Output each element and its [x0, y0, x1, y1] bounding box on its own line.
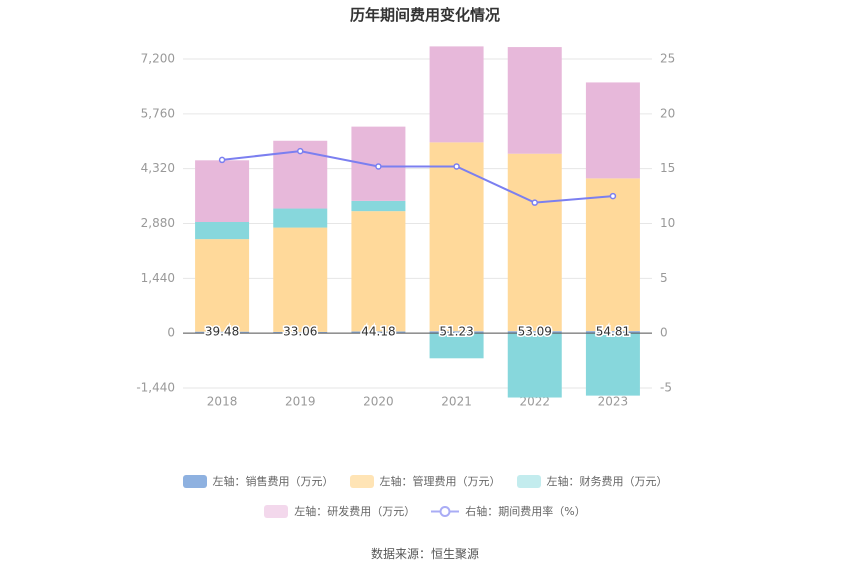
expense-chart: -1,440 0 1,440 2,880 4,320 5,760 7,200 -5 0 5 10 15…	[136, 46, 675, 409]
bar-sales	[429, 331, 484, 334]
bar-admin	[585, 178, 640, 332]
left-axis-tick: 4,320	[141, 161, 175, 175]
data-label: 53.09	[518, 325, 552, 339]
x-axis-tick: 2022	[519, 395, 550, 409]
rate-point	[297, 147, 304, 155]
left-axis-tick: 7,200	[141, 52, 175, 66]
bar-admin	[351, 211, 406, 332]
left-axis-tick: 0	[167, 326, 175, 340]
bar-finance	[585, 333, 640, 396]
legend-label-rate: 右轴：期间费用率（%）	[465, 505, 586, 518]
legend-swatch-admin	[349, 474, 374, 488]
x-axis-tick: 2018	[207, 395, 238, 409]
data-label: 44.18	[361, 325, 395, 339]
bar-finance	[195, 221, 250, 240]
legend: 左轴：销售费用（万元） 左轴：管理费用（万元） 左轴：财务费用（万元） 左轴：研…	[0, 470, 850, 530]
x-axis-tick: 2020	[363, 395, 394, 409]
legend-item-rate[interactable]: 右轴：期间费用率（%）	[431, 503, 586, 519]
left-axis-tick: 1,440	[141, 271, 175, 285]
bar-sales	[195, 331, 250, 334]
bar-finance	[351, 200, 406, 212]
bar-finance	[273, 208, 328, 228]
right-axis-tick: 15	[660, 161, 675, 175]
bar-sales	[507, 331, 562, 334]
bar-sales	[351, 331, 406, 334]
x-axis-tick: 2023	[598, 395, 629, 409]
right-axis-tick: 5	[660, 271, 668, 285]
left-axis-tick: 5,760	[141, 106, 175, 120]
right-axis-tick: 0	[660, 326, 668, 340]
bar-finance	[429, 333, 484, 359]
right-axis-tick: 20	[660, 106, 675, 120]
rate-point	[531, 199, 538, 206]
legend-item-admin[interactable]: 左轴：管理费用（万元）	[349, 473, 501, 489]
legend-label-rd: 左轴：研发费用（万元）	[294, 505, 416, 518]
bar-admin	[507, 153, 562, 332]
bar-admin	[429, 142, 484, 332]
x-axis-tick: 2019	[285, 395, 316, 409]
data-source: 数据来源：恒生聚源	[370, 547, 479, 561]
legend-item-rd[interactable]: 左轴：研发费用（万元）	[264, 503, 415, 519]
right-axis-tick: 10	[660, 216, 675, 230]
bar-finance	[507, 333, 562, 398]
legend-item-finance[interactable]: 左轴：财务费用（万元）	[516, 473, 668, 489]
legend-label-sales: 左轴：销售费用（万元）	[212, 475, 334, 488]
bar-sales	[273, 331, 328, 334]
legend-swatch-finance	[516, 474, 541, 488]
data-label: 51.23	[439, 325, 473, 339]
rate-point	[375, 163, 382, 170]
data-label: 39.48	[205, 325, 239, 339]
data-label: 33.06	[283, 325, 317, 339]
legend-row-2: 左轴：研发费用（万元） 右轴：期间费用率（%）	[0, 500, 850, 522]
legend-row-1: 左轴：销售费用（万元） 左轴：管理费用（万元） 左轴：财务费用（万元）	[0, 470, 850, 492]
legend-label-admin: 左轴：管理费用（万元）	[379, 475, 501, 488]
bar-rd	[429, 46, 484, 143]
left-axis-tick: -1,440	[136, 381, 175, 395]
bar-rd	[507, 47, 562, 154]
left-axis-tick: 2,880	[141, 216, 175, 230]
legend-item-sales[interactable]: 左轴：销售费用（万元）	[182, 473, 334, 489]
x-axis-tick: 2021	[441, 395, 472, 409]
legend-label-finance: 左轴：财务费用（万元）	[546, 475, 668, 488]
rate-line	[221, 150, 614, 204]
bar-rd	[585, 82, 640, 179]
bar-admin	[195, 239, 250, 332]
rate-point	[609, 192, 617, 200]
data-label: 54.81	[596, 325, 630, 339]
chart-title: 历年期间费用变化情况	[349, 6, 500, 24]
legend-line-icon	[431, 505, 460, 517]
rate-point	[218, 156, 226, 164]
legend-swatch-rd	[264, 504, 289, 518]
right-axis-tick: -5	[660, 381, 672, 395]
bar-sales	[585, 331, 640, 334]
right-axis-tick: 25	[660, 52, 675, 66]
bar-rd	[195, 160, 250, 222]
legend-swatch-sales	[182, 474, 207, 488]
bar-admin	[273, 227, 328, 332]
rate-point	[453, 163, 460, 170]
